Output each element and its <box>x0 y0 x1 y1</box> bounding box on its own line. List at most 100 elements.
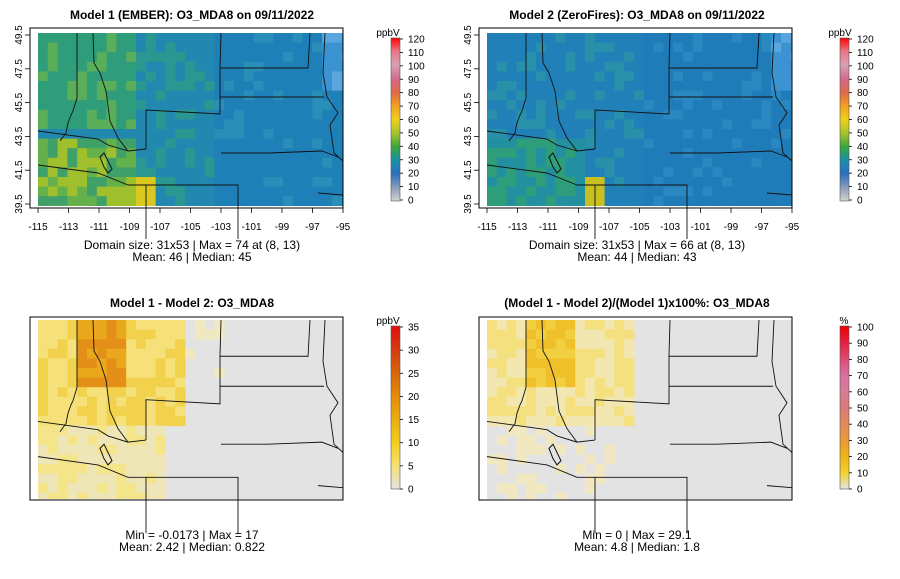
y-tick-label: 47.5 <box>463 59 474 79</box>
colorbar-tick-label: 15 <box>408 415 420 426</box>
state-border <box>486 164 578 186</box>
mean-median: Mean: 4.8 | Median: 1.8 <box>574 540 700 554</box>
colorbar-tick-label: 70 <box>857 371 869 382</box>
colorbar-tick-label: 0 <box>408 485 414 496</box>
x-axis: -115 -113 -111 -109 -107 -105 -103 -101 -99 -97 -9… <box>477 207 800 233</box>
x-tick-label: -97 <box>754 222 769 233</box>
colorbar-tick-label: 30 <box>857 436 869 447</box>
colorbar-tick-label: 60 <box>408 115 420 126</box>
plot-frame <box>478 316 793 501</box>
colorbar-unit: ppbV <box>376 316 400 327</box>
y-tick-label: 47.5 <box>14 59 25 79</box>
x-axis: -115 -113 -111 -109 -107 -105 -103 -101 -99 -97 -9… <box>28 207 351 233</box>
colorbar-tick-label: 30 <box>857 155 869 166</box>
y-tick-label: 49.5 <box>14 25 25 45</box>
x-tick-label: -113 <box>508 222 528 233</box>
domain-stats: Domain size: 31x53 | Max = 74 at (8, 13) <box>84 238 300 252</box>
state-borders <box>37 319 344 534</box>
x-tick-label: -109 <box>568 222 588 233</box>
colorbar-tick-label: 30 <box>408 155 420 166</box>
colorbar-ramp <box>839 37 850 202</box>
y-axis: 39.5 41.5 43.5 45.5 47.5 49.5 <box>14 25 31 214</box>
min-max: Min = 0 | Max = 29.1 <box>582 528 691 542</box>
state-border <box>92 319 147 443</box>
state-border <box>322 319 344 453</box>
x-tick-label: -115 <box>28 222 48 233</box>
state-border <box>128 476 239 534</box>
colorbar-tick-label: 60 <box>857 387 869 398</box>
y-tick-label: 39.5 <box>14 194 25 214</box>
colorbar-tick-label: 20 <box>408 169 420 180</box>
colorbar-tick-label: 30 <box>408 346 420 357</box>
x-tick-label: -113 <box>59 222 79 233</box>
state-border <box>594 319 671 441</box>
state-border <box>577 476 688 534</box>
state-border <box>322 32 344 162</box>
state-border <box>486 456 578 478</box>
x-tick-label: -101 <box>241 222 261 233</box>
lake-outline <box>548 443 562 466</box>
mean-median: Mean: 44 | Median: 43 <box>577 250 697 264</box>
colorbar-tick-label: 70 <box>857 102 869 113</box>
colorbar-tick-label: 90 <box>857 339 869 350</box>
colorbar-tick-label: 80 <box>408 88 420 99</box>
x-tick-label: -97 <box>305 222 320 233</box>
y-tick-label: 43.5 <box>463 126 474 146</box>
state-borders <box>37 32 344 239</box>
state-border <box>37 420 129 443</box>
state-border <box>37 130 129 152</box>
colorbar-tick-label: 10 <box>857 468 869 479</box>
colorbar-tick-label: 40 <box>857 420 869 431</box>
state-border <box>92 32 147 152</box>
min-max: Min = -0.0173 | Max = 17 <box>125 528 259 542</box>
colorbar-unit: % <box>840 316 849 327</box>
x-tick-label: -95 <box>336 222 351 233</box>
mean-median: Mean: 46 | Median: 45 <box>132 250 252 264</box>
state-border <box>771 32 793 162</box>
colorbar: ppbV 0 10 20 30 40 50 60 70 80 90 100 110 120 <box>828 28 874 207</box>
plot-frame <box>29 316 344 501</box>
colorbar-tick-label: 90 <box>857 75 869 86</box>
lake-outline <box>99 152 113 174</box>
colorbar-tick-label: 10 <box>408 182 420 193</box>
mean-median: Mean: 2.42 | Median: 0.822 <box>119 540 265 554</box>
panel-title: Model 1 (EMBER): O3_MDA8 on 09/11/2022 <box>70 8 314 22</box>
panel-percent-difference: (Model 1 - Model 2)/(Model 1)x100%: O3_M… <box>478 296 875 554</box>
colorbar-tick-label: 70 <box>408 102 420 113</box>
state-border <box>221 150 339 158</box>
colorbar: % 0 10 20 30 40 50 60 70 80 90 100 <box>840 316 875 496</box>
panel-title: Model 2 (ZeroFires): O3_MDA8 on 09/11/20… <box>509 8 765 22</box>
x-tick-label: -95 <box>785 222 800 233</box>
y-tick-label: 43.5 <box>14 126 25 146</box>
panel-title: Model 1 - Model 2: O3_MDA8 <box>110 296 274 310</box>
state-border <box>669 32 760 69</box>
colorbar-tick-label: 10 <box>408 438 420 449</box>
colorbar-tick-label: 50 <box>857 404 869 415</box>
y-tick-label: 45.5 <box>14 92 25 112</box>
x-tick-label: -103 <box>211 222 231 233</box>
y-tick-label: 39.5 <box>463 194 474 214</box>
state-border <box>37 164 129 186</box>
state-border <box>220 319 311 357</box>
state-border <box>317 192 344 196</box>
y-tick-label: 49.5 <box>463 25 474 45</box>
state-borders <box>486 32 793 239</box>
colorbar-ramp <box>390 37 401 202</box>
colorbar: ppbV 0 10 20 30 40 50 60 70 80 90 100 110 120 <box>376 28 425 207</box>
colorbar-tick-label: 0 <box>857 485 863 496</box>
colorbar-tick-label: 100 <box>857 323 874 334</box>
map-field <box>38 320 343 499</box>
x-tick-label: -105 <box>180 222 200 233</box>
colorbar: ppbV 0 5 10 15 20 25 30 35 <box>376 316 419 496</box>
map-field <box>487 320 792 499</box>
colorbar-tick-label: 80 <box>857 355 869 366</box>
state-border <box>145 32 222 149</box>
y-axis: 39.5 41.5 43.5 45.5 47.5 49.5 <box>463 25 480 214</box>
colorbar-ramp <box>839 325 850 490</box>
x-tick-label: -111 <box>539 222 558 233</box>
colorbar-tick-label: 90 <box>408 75 420 86</box>
colorbar-unit: ppbV <box>376 28 400 39</box>
state-border <box>317 485 344 489</box>
lake-outline <box>99 443 113 466</box>
state-border <box>508 33 527 142</box>
